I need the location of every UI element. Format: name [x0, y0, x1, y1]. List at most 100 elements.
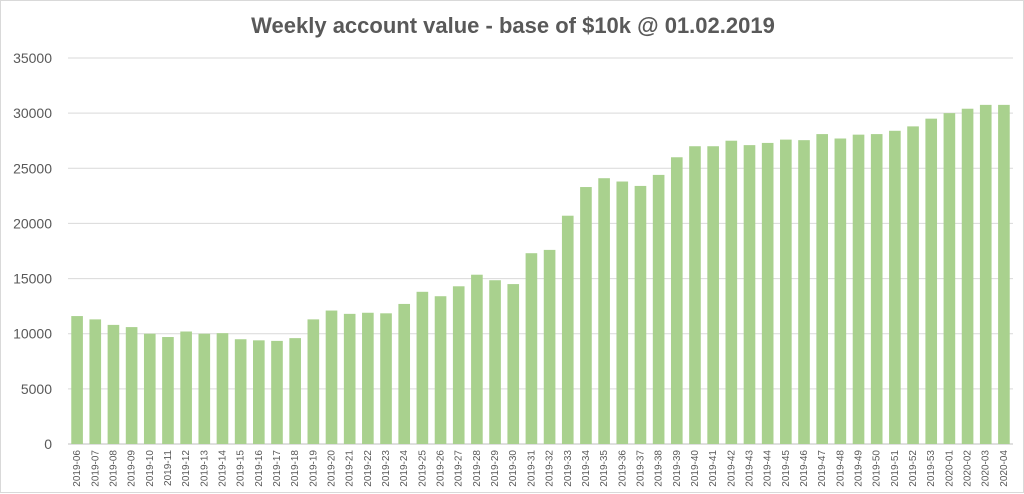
x-tick-label: 2019-47 — [817, 450, 828, 487]
bar — [961, 108, 974, 444]
bar — [689, 146, 701, 444]
bar — [271, 340, 283, 444]
x-tick-label: 2019-46 — [799, 450, 810, 487]
x-tick-label: 2019-53 — [926, 450, 937, 487]
x-tick-label: 2019-26 — [436, 450, 447, 487]
x-tick-label: 2019-20 — [327, 450, 338, 487]
x-tick-label: 2019-15 — [236, 450, 247, 487]
bar — [834, 138, 847, 444]
bar — [780, 139, 792, 444]
bar — [107, 324, 120, 444]
x-tick-label: 2019-14 — [217, 450, 228, 487]
bar — [398, 303, 411, 444]
x-tick-label: 2019-10 — [145, 450, 156, 487]
y-tick-label: 25000 — [13, 160, 52, 176]
bar — [543, 249, 556, 444]
x-tick-label: 2019-38 — [654, 450, 665, 487]
x-axis-ticks: 2019-06 2019-07 2019-08 2019-09 2019-10 2019-… — [72, 450, 1010, 487]
x-tick-label: 2020-03 — [981, 450, 992, 487]
x-tick-label: 2019-06 — [72, 450, 83, 487]
bar — [907, 126, 919, 445]
bar — [707, 146, 719, 444]
bar — [253, 340, 265, 444]
y-tick-label: 5000 — [21, 381, 52, 397]
x-tick-label: 2020-01 — [944, 450, 955, 487]
x-tick-label: 2019-13 — [199, 450, 210, 487]
bar — [162, 337, 174, 444]
bar — [616, 181, 629, 444]
x-tick-label: 2020-02 — [963, 450, 974, 487]
bar — [416, 291, 429, 444]
x-tick-label: 2019-12 — [181, 450, 192, 487]
x-tick-label: 2019-30 — [508, 450, 519, 487]
bar — [307, 319, 320, 444]
bar — [979, 104, 992, 444]
bar — [998, 104, 1010, 444]
x-tick-label: 2019-23 — [381, 450, 392, 487]
x-tick-label: 2019-16 — [254, 450, 265, 487]
bar — [234, 339, 247, 444]
x-tick-label: 2019-24 — [399, 450, 410, 487]
x-tick-label: 2019-52 — [908, 450, 919, 487]
y-tick-label: 10000 — [13, 326, 52, 342]
bar — [507, 284, 520, 444]
x-tick-label: 2019-45 — [781, 450, 792, 487]
y-tick-label: 15000 — [13, 271, 52, 287]
x-tick-label: 2019-18 — [290, 450, 301, 487]
bar — [852, 134, 865, 445]
bar — [380, 313, 392, 444]
x-tick-label: 2019-19 — [308, 450, 319, 487]
x-tick-label: 2019-50 — [872, 450, 883, 487]
x-tick-label: 2019-21 — [345, 450, 356, 487]
bar — [525, 253, 538, 444]
bar — [634, 185, 647, 444]
x-tick-label: 2019-27 — [454, 450, 465, 487]
bar — [125, 327, 138, 444]
x-tick-label: 2019-48 — [835, 450, 846, 487]
x-tick-label: 2020-04 — [999, 450, 1010, 487]
bar — [725, 140, 738, 444]
y-tick-label: 35000 — [13, 50, 52, 66]
y-tick-label: 0 — [44, 436, 52, 452]
y-tick-label: 30000 — [13, 105, 52, 121]
x-tick-label: 2019-17 — [272, 450, 283, 487]
x-tick-label: 2019-40 — [690, 450, 701, 487]
bar — [652, 174, 665, 444]
x-tick-label: 2019-25 — [417, 450, 428, 487]
x-tick-label: 2019-42 — [726, 450, 737, 487]
bars — [71, 104, 1010, 445]
bar — [561, 215, 574, 444]
bar — [943, 113, 956, 445]
bar — [325, 310, 338, 444]
bar — [362, 312, 374, 444]
x-tick-label: 2019-32 — [545, 450, 556, 487]
x-tick-label: 2019-44 — [763, 450, 774, 487]
bar — [452, 286, 465, 444]
bar — [471, 274, 483, 444]
x-tick-label: 2019-07 — [90, 450, 101, 487]
x-tick-label: 2019-33 — [563, 450, 574, 487]
x-tick-label: 2019-43 — [744, 450, 755, 487]
y-tick-label: 20000 — [13, 215, 52, 231]
x-tick-label: 2019-34 — [581, 450, 592, 487]
x-tick-label: 2019-29 — [490, 450, 501, 487]
x-tick-label: 2019-49 — [854, 450, 865, 487]
chart-title: Weekly account value - base of $10k @ 01… — [251, 13, 775, 38]
bar — [143, 333, 156, 444]
bar — [216, 333, 229, 444]
x-tick-label: 2019-22 — [363, 450, 374, 487]
x-tick-label: 2019-35 — [599, 450, 610, 487]
bar — [343, 313, 356, 444]
x-tick-label: 2019-51 — [890, 450, 901, 487]
x-tick-label: 2019-09 — [127, 450, 138, 487]
x-tick-label: 2019-28 — [472, 450, 483, 487]
y-axis-ticks: 0 5000 10000 15000 20000 25000 30000 35000 — [13, 50, 52, 452]
bar — [180, 331, 192, 444]
x-tick-label: 2019-41 — [708, 450, 719, 487]
x-tick-label: 2019-37 — [635, 450, 646, 487]
bar — [289, 338, 301, 444]
bar — [816, 134, 828, 444]
x-tick-label: 2019-31 — [526, 450, 537, 487]
